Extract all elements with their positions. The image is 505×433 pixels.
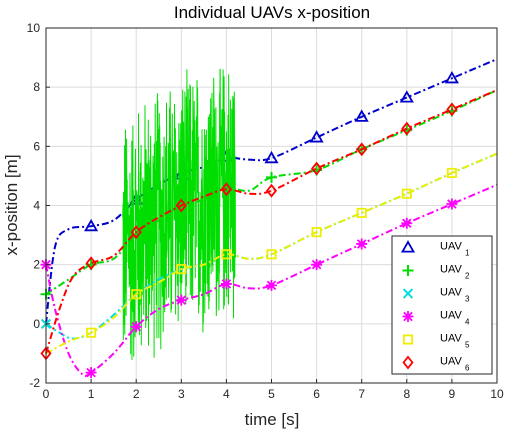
x-tick-label: 6 xyxy=(313,387,320,401)
x-tick-label: 0 xyxy=(43,387,50,401)
y-tick-label: 6 xyxy=(33,139,40,153)
uav-4-line xyxy=(45,183,498,377)
legend-entry-label: UAV xyxy=(440,241,462,253)
star-marker xyxy=(311,259,323,271)
star-marker xyxy=(220,278,232,290)
legend-entry-label: UAV xyxy=(440,287,462,299)
legend-entry-label: UAV xyxy=(440,333,462,345)
triangle-marker xyxy=(400,240,416,253)
uav-6-line xyxy=(45,89,498,354)
legend-entry-subscript: 3 xyxy=(465,295,470,304)
square-marker xyxy=(401,188,412,199)
chart-title: Individual UAVs x-position xyxy=(174,3,370,22)
star-marker xyxy=(175,294,187,306)
diamond-marker xyxy=(175,198,187,213)
y-tick-label: -2 xyxy=(29,376,40,390)
x-tick-label: 9 xyxy=(449,387,456,401)
square-marker xyxy=(131,289,142,300)
x-tick-label: 10 xyxy=(490,387,504,401)
diamond-marker xyxy=(130,225,142,240)
legend-entry-subscript: 1 xyxy=(465,249,470,258)
square-marker xyxy=(446,167,457,178)
series-uav-6 xyxy=(40,89,498,361)
star-marker xyxy=(356,238,368,250)
diamond-marker xyxy=(311,161,323,176)
legend-entry-subscript: 5 xyxy=(465,341,470,350)
y-tick-label: 8 xyxy=(33,80,40,94)
uav-2-oscillation xyxy=(122,68,236,360)
triangle-marker xyxy=(354,109,369,122)
uav-2-line xyxy=(45,89,498,296)
triangle-marker xyxy=(84,218,99,232)
diamond-marker xyxy=(446,102,458,117)
legend-entry-label: UAV xyxy=(440,264,462,276)
legend-entry-label: UAV xyxy=(440,310,462,322)
legend-entry-subscript: 4 xyxy=(465,318,470,327)
star-marker xyxy=(402,311,414,322)
plus-marker xyxy=(266,171,277,183)
triangle-marker xyxy=(399,90,414,103)
square-marker xyxy=(311,227,322,238)
square-marker xyxy=(176,264,187,275)
x-marker xyxy=(402,288,414,299)
diamond-marker xyxy=(402,355,414,370)
x-tick-label: 8 xyxy=(403,387,410,401)
diamond-marker xyxy=(401,121,413,136)
x-tick-label: 5 xyxy=(268,387,275,401)
triangle-marker xyxy=(264,150,279,164)
star-marker xyxy=(85,367,97,379)
series-layer xyxy=(40,58,498,379)
star-marker xyxy=(130,321,142,333)
triangle-marker xyxy=(444,70,459,84)
square-marker xyxy=(266,249,277,260)
plus-marker xyxy=(402,265,414,276)
x-tick-label: 2 xyxy=(133,387,140,401)
square-marker xyxy=(86,327,97,338)
x-tick-label: 3 xyxy=(178,387,185,401)
uav-5-line xyxy=(45,152,498,355)
legend-entry-subscript: 6 xyxy=(465,364,470,373)
legend-entry-subscript: 2 xyxy=(465,272,470,281)
series-uav-5 xyxy=(45,152,498,355)
x-tick-label: 7 xyxy=(358,387,365,401)
star-marker xyxy=(266,279,277,291)
uav-1-line xyxy=(45,58,498,324)
y-tick-label: 4 xyxy=(33,199,40,213)
diamond-marker xyxy=(356,142,368,157)
x-tick-label: 4 xyxy=(223,387,230,401)
diamond-marker xyxy=(220,182,232,197)
star-marker xyxy=(446,198,458,210)
y-axis-label: x-position [m] xyxy=(2,154,21,255)
x-axis-label: time [s] xyxy=(245,410,300,429)
triangle-marker xyxy=(309,130,324,143)
y-tick-label: 0 xyxy=(33,317,40,331)
square-marker xyxy=(402,334,414,345)
star-marker xyxy=(401,217,413,229)
y-tick-label: 2 xyxy=(33,258,40,272)
y-tick-label: 10 xyxy=(27,21,41,35)
square-marker xyxy=(356,207,367,218)
diamond-marker xyxy=(265,183,278,198)
square-marker xyxy=(221,249,232,260)
legend-entry-label: UAV xyxy=(440,356,462,368)
legend-box xyxy=(391,235,493,375)
x-tick-label: 1 xyxy=(88,387,95,401)
diamond-marker xyxy=(85,256,97,271)
